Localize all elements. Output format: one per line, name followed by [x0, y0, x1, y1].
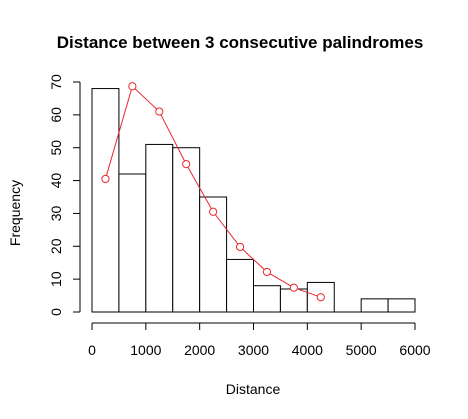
- x-tick-label: 1000: [130, 342, 161, 358]
- histogram-bar: [361, 299, 388, 312]
- histogram-bar: [92, 89, 119, 312]
- x-tick-label: 6000: [399, 342, 430, 358]
- y-tick-label: 0: [48, 308, 64, 316]
- histogram-bar: [227, 259, 254, 312]
- x-tick-label: 2000: [184, 342, 215, 358]
- y-tick-label: 70: [48, 74, 64, 90]
- overlay-point: [129, 83, 136, 90]
- histogram-bar: [119, 174, 146, 312]
- histogram-bar: [280, 289, 307, 312]
- overlay-point: [102, 175, 109, 182]
- overlay-point: [263, 268, 270, 275]
- overlay-point: [290, 284, 297, 291]
- x-tick-label: 0: [88, 342, 96, 358]
- chart-title: Distance between 3 consecutive palindrom…: [57, 33, 424, 52]
- overlay-point: [183, 161, 190, 168]
- histogram-bars: [92, 89, 415, 312]
- y-tick-label: 30: [48, 205, 64, 221]
- x-tick-label: 4000: [292, 342, 323, 358]
- histogram-bar: [388, 299, 415, 312]
- y-axis-label: Frequency: [7, 180, 23, 246]
- histogram-bar: [173, 148, 200, 312]
- x-axis: 0 1000 2000 3000 4000 5000 6000: [88, 323, 431, 358]
- histogram-bar: [146, 144, 173, 312]
- overlay-point: [156, 108, 163, 115]
- overlay-point: [210, 208, 217, 215]
- y-tick-label: 10: [48, 271, 64, 287]
- y-axis: 0 10 20 30 40 50 60 70: [48, 74, 80, 316]
- y-tick-label: 20: [48, 238, 64, 254]
- histogram-bar: [254, 286, 281, 312]
- x-tick-label: 5000: [346, 342, 377, 358]
- x-axis-label: Distance: [226, 381, 281, 397]
- overlay-point: [236, 243, 243, 250]
- y-tick-label: 60: [48, 107, 64, 123]
- y-tick-label: 40: [48, 173, 64, 189]
- overlay-point: [317, 294, 324, 301]
- x-tick-label: 3000: [238, 342, 269, 358]
- y-tick-label: 50: [48, 140, 64, 156]
